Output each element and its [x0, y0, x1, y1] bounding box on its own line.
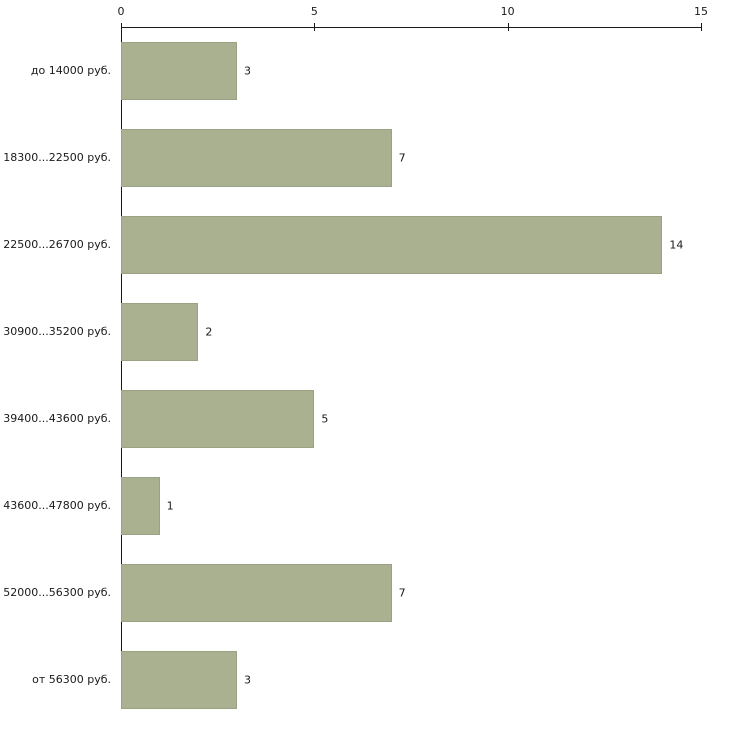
value-label: 5: [321, 412, 329, 425]
bar-row: 22500...26700 руб. 14: [0, 201, 730, 288]
bar: [121, 128, 392, 187]
category-label: от 56300 руб.: [32, 673, 111, 686]
category-label: 52000...56300 руб.: [3, 586, 111, 599]
value-label: 3: [244, 673, 251, 686]
bar-zone: 5: [121, 389, 701, 448]
x-axis-line: [121, 27, 701, 28]
bar-zone: 1: [121, 476, 701, 535]
x-tick-label: 5: [310, 5, 318, 18]
bar: [121, 41, 237, 100]
category-label: 39400...43600 руб.: [3, 412, 111, 425]
value-label: 1: [166, 499, 174, 512]
bar-zone: 14: [121, 215, 701, 274]
x-tick-label: 15: [694, 5, 708, 18]
bar-row: 18300...22500 руб. 7: [0, 114, 730, 201]
bar: [121, 476, 160, 535]
bar-zone: 7: [121, 128, 701, 187]
bar-row: 39400...43600 руб. 5: [0, 375, 730, 462]
bar-zone: 3: [121, 650, 701, 709]
category-label: до 14000 руб.: [30, 64, 111, 77]
x-tick-label: 10: [500, 5, 515, 18]
bar: [121, 389, 315, 448]
bar-row: 30900...35200 руб. 2: [0, 288, 730, 375]
value-label: 14: [669, 238, 684, 251]
bar: [121, 302, 199, 361]
category-label: 22500...26700 руб.: [3, 238, 111, 251]
bar-zone: 3: [121, 41, 701, 100]
bar-row: 52000...56300 руб. 7: [0, 549, 730, 636]
x-tick-mark: [701, 23, 702, 31]
value-label: 7: [398, 151, 406, 164]
bar-row: 43600...47800 руб. 1: [0, 462, 730, 549]
y-axis-line: [121, 27, 122, 704]
x-tick-label: 0: [117, 5, 125, 18]
bar: [121, 215, 663, 274]
bar-zone: 2: [121, 302, 701, 361]
bar-row: до 14000 руб. 3: [0, 27, 730, 114]
bar-row: от 56300 руб. 3: [0, 636, 730, 723]
value-label: 2: [205, 325, 213, 338]
value-label: 3: [244, 64, 251, 77]
bar-zone: 7: [121, 563, 701, 622]
category-label: 30900...35200 руб.: [3, 325, 111, 338]
category-label: 43600...47800 руб.: [3, 499, 111, 512]
category-label: 18300...22500 руб.: [3, 151, 111, 164]
value-label: 7: [398, 586, 406, 599]
bar-rows: до 14000 руб. 3 18300...22500 руб. 7 22500..…: [0, 27, 730, 723]
bar: [121, 650, 237, 709]
bar: [121, 563, 392, 622]
